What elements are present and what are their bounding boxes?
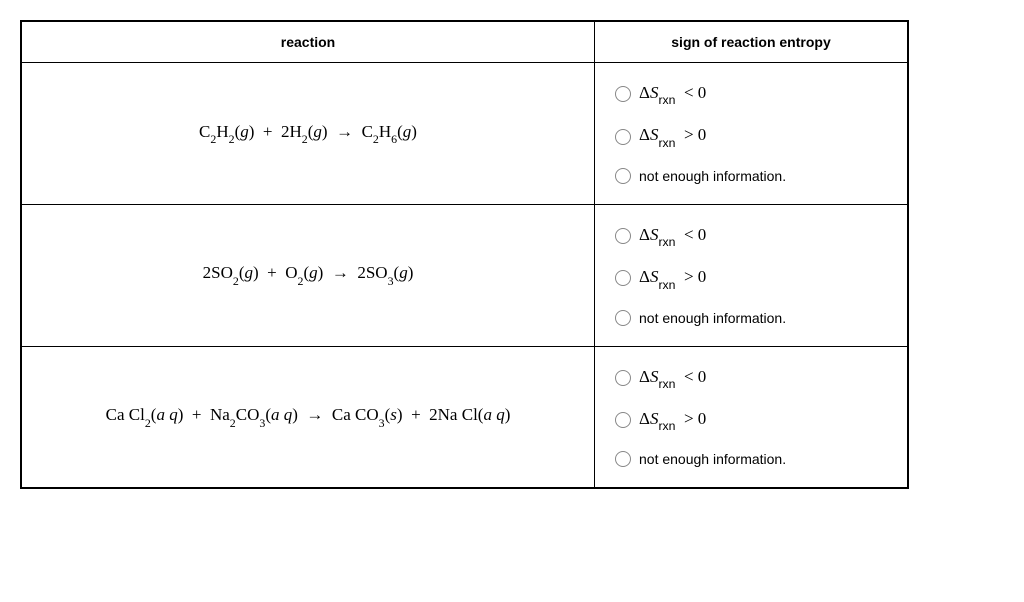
option-greater-than[interactable]: ΔSrxn > 0 [611,257,891,299]
option-label: ΔSrxn > 0 [639,267,706,289]
table-row: Ca Cl2(a q) + Na2CO3(a q) → Ca CO3(s) + … [21,346,908,488]
table-row: C2H2(g) + 2H2(g) → C2H6(g)ΔSrxn < 0ΔSrxn… [21,63,908,205]
radio-icon[interactable] [615,412,631,428]
reaction-equation: C2H2(g) + 2H2(g) → C2H6(g) [199,122,417,141]
header-reaction: reaction [21,21,595,63]
option-not-enough-info[interactable]: not enough information. [611,300,891,336]
option-not-enough-info[interactable]: not enough information. [611,158,891,194]
option-greater-than[interactable]: ΔSrxn > 0 [611,399,891,441]
radio-icon[interactable] [615,310,631,326]
option-greater-than[interactable]: ΔSrxn > 0 [611,115,891,157]
radio-icon[interactable] [615,86,631,102]
option-label: ΔSrxn < 0 [639,83,706,105]
option-not-enough-info[interactable]: not enough information. [611,441,891,477]
radio-icon[interactable] [615,168,631,184]
header-sign: sign of reaction entropy [595,21,909,63]
reaction-cell: 2SO2(g) + O2(g) → 2SO3(g) [21,204,595,346]
option-label: ΔSrxn < 0 [639,367,706,389]
radio-icon[interactable] [615,129,631,145]
option-label: not enough information. [639,168,786,184]
option-less-than[interactable]: ΔSrxn < 0 [611,215,891,257]
radio-icon[interactable] [615,228,631,244]
table-row: 2SO2(g) + O2(g) → 2SO3(g)ΔSrxn < 0ΔSrxn … [21,204,908,346]
option-less-than[interactable]: ΔSrxn < 0 [611,73,891,115]
reaction-equation: Ca Cl2(a q) + Na2CO3(a q) → Ca CO3(s) + … [106,405,511,424]
sign-cell: ΔSrxn < 0 ΔSrxn > 0 not enough information… [595,63,909,205]
radio-icon[interactable] [615,370,631,386]
option-label: ΔSrxn > 0 [639,409,706,431]
option-less-than[interactable]: ΔSrxn < 0 [611,357,891,399]
reaction-equation: 2SO2(g) + O2(g) → 2SO3(g) [203,263,414,282]
table-body: C2H2(g) + 2H2(g) → C2H6(g)ΔSrxn < 0ΔSrxn… [21,63,908,489]
reaction-cell: C2H2(g) + 2H2(g) → C2H6(g) [21,63,595,205]
option-label: ΔSrxn < 0 [639,225,706,247]
option-label: ΔSrxn > 0 [639,125,706,147]
entropy-table: reaction sign of reaction entropy C2H2(g… [20,20,909,489]
sign-cell: ΔSrxn < 0 ΔSrxn > 0 not enough information… [595,204,909,346]
sign-cell: ΔSrxn < 0 ΔSrxn > 0 not enough information… [595,346,909,488]
radio-icon[interactable] [615,270,631,286]
reaction-cell: Ca Cl2(a q) + Na2CO3(a q) → Ca CO3(s) + … [21,346,595,488]
radio-icon[interactable] [615,451,631,467]
option-label: not enough information. [639,310,786,326]
option-label: not enough information. [639,451,786,467]
